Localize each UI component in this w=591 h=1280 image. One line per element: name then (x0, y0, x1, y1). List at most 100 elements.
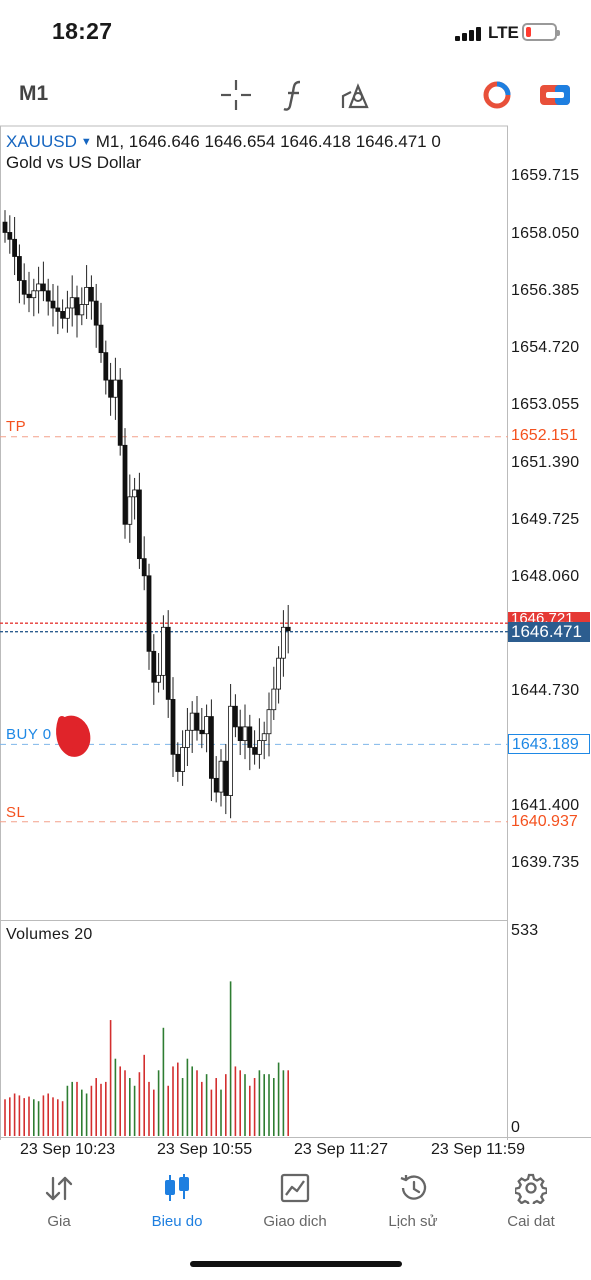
candle-body (113, 379, 118, 398)
candle-body (141, 558, 147, 577)
candle-body (60, 311, 65, 319)
settings-gear-icon (515, 1173, 547, 1204)
volume-axis-max: 533 (511, 922, 539, 939)
home-indicator (190, 1261, 402, 1267)
chart-frame (0, 125, 591, 1140)
candle-body (180, 747, 186, 772)
candle-body (261, 733, 267, 741)
nav-quotes[interactable]: Gia (0, 1160, 118, 1240)
candle-body (175, 753, 181, 772)
price-axis-label: 1649.725 (511, 511, 580, 528)
candle-body (228, 705, 234, 796)
nav-history[interactable]: Lịch sử (354, 1160, 472, 1240)
objects-icon[interactable] (338, 78, 372, 112)
candle-body (146, 575, 152, 652)
candle-body (237, 726, 243, 741)
candle-body (12, 238, 18, 257)
candle-body (89, 286, 94, 302)
candle-body (165, 626, 171, 700)
chart-canvas[interactable] (0, 120, 591, 1140)
candle-body (223, 760, 229, 796)
buy-price-label: 1643.189 (508, 734, 590, 754)
symbol-name[interactable]: XAUUSD (6, 132, 77, 151)
candle-body (108, 379, 113, 398)
ask-price-label: 1646.721 (508, 612, 590, 624)
candle-body (79, 304, 85, 316)
one-click-trading-icon[interactable] (538, 78, 572, 112)
candle-body (156, 674, 162, 683)
symbol-header[interactable]: XAUUSD ▼ M1, 1646.646 1646.654 1646.418 16… (6, 132, 441, 152)
candle-body (280, 626, 286, 659)
timeframe-button[interactable]: M1 (19, 82, 49, 105)
nav-label: Lịch sử (388, 1213, 438, 1230)
candle-body (26, 293, 32, 299)
nav-trade[interactable]: Giao dich (236, 1160, 354, 1240)
candle-body (93, 300, 99, 326)
signal-icon (455, 27, 481, 41)
price-axis-label: 1658.050 (511, 225, 580, 242)
price-axis-label: 1639.735 (511, 854, 580, 871)
candle-body (122, 444, 128, 525)
candle-body (213, 777, 219, 793)
nav-label: Gia (47, 1213, 71, 1230)
buy-position-label[interactable]: BUY 0 (6, 726, 52, 743)
candle-body (184, 729, 190, 748)
candle-body (252, 747, 258, 755)
price-axis-label: 1654.720 (511, 339, 580, 356)
red-scribble-mark (56, 715, 91, 757)
candle-body (50, 300, 56, 309)
sl-label: SL (6, 804, 26, 821)
price-axis-label: 1656.385 (511, 282, 580, 299)
nav-label: Cai dat (507, 1213, 555, 1230)
candle-body (194, 712, 200, 731)
price-axis-label: 1641.400 (511, 797, 580, 814)
time-axis-label: 23 Sep 11:27 (294, 1141, 389, 1158)
candle-body (151, 650, 157, 683)
nav-label: Bieu do (151, 1213, 203, 1230)
candle-body (271, 688, 277, 711)
candle-body (41, 283, 46, 292)
crosshair-icon[interactable] (219, 78, 253, 112)
tp-label: TP (6, 418, 27, 435)
history-clock-icon (400, 1175, 427, 1200)
price-axis-label: 1651.390 (511, 454, 580, 471)
candle-body (31, 290, 37, 299)
symbol-description: Gold vs US Dollar (6, 153, 142, 172)
trade-toggle-icon[interactable] (480, 78, 514, 112)
candle-body (55, 307, 61, 312)
nav-label: Giao dich (263, 1213, 327, 1230)
candle-body (204, 716, 210, 735)
function-icon[interactable] (278, 78, 312, 112)
time-axis-label: 23 Sep 10:55 (157, 1141, 253, 1158)
nav-chart[interactable]: Bieu do (118, 1160, 236, 1240)
symbol-dropdown-icon[interactable]: ▼ (80, 136, 92, 148)
tp-price-label: 1652.151 (511, 427, 578, 444)
candle-body (74, 297, 80, 316)
candle-body (117, 379, 123, 446)
candle-body (256, 740, 262, 755)
candle-body (199, 729, 205, 735)
price-axis-label: 1644.730 (511, 682, 580, 699)
candle-body (36, 283, 41, 292)
candle-body (7, 232, 13, 240)
candle-body (2, 221, 8, 233)
price-axis-label: 1659.715 (511, 167, 580, 184)
candle-body (65, 307, 70, 319)
sl-price-label: 1640.937 (511, 813, 578, 830)
price-axis-label: 1648.060 (511, 568, 580, 585)
bid-price-label: 1646.471 (508, 622, 590, 642)
candle-body (232, 705, 238, 728)
candle-body (208, 716, 214, 779)
candle-body (16, 256, 22, 281)
candle-body (21, 280, 27, 295)
price-axis-label: 1653.055 (511, 396, 580, 413)
status-time: 18:27 (52, 18, 113, 44)
candle-body (84, 286, 89, 305)
volumes-label: Volumes 20 (6, 926, 93, 943)
candle-body (170, 698, 176, 755)
nav-settings[interactable]: Cai dat (472, 1160, 590, 1240)
candle-body (98, 324, 104, 354)
candle-body (285, 626, 291, 632)
battery-icon (522, 23, 560, 41)
candle-body (276, 657, 282, 690)
